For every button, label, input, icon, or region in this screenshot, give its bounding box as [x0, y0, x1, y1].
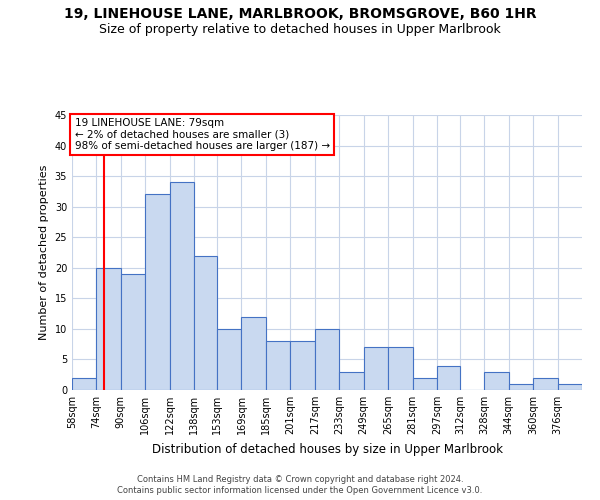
- Bar: [413, 378, 437, 390]
- Bar: [290, 341, 315, 390]
- Text: 19, LINEHOUSE LANE, MARLBROOK, BROMSGROVE, B60 1HR: 19, LINEHOUSE LANE, MARLBROOK, BROMSGROV…: [64, 8, 536, 22]
- Bar: [557, 384, 582, 390]
- Bar: [145, 194, 170, 390]
- Bar: [217, 329, 241, 390]
- Bar: [315, 329, 339, 390]
- Bar: [437, 366, 460, 390]
- Bar: [72, 378, 97, 390]
- Text: 19 LINEHOUSE LANE: 79sqm
← 2% of detached houses are smaller (3)
98% of semi-det: 19 LINEHOUSE LANE: 79sqm ← 2% of detache…: [74, 118, 329, 151]
- Text: Size of property relative to detached houses in Upper Marlbrook: Size of property relative to detached ho…: [99, 22, 501, 36]
- Bar: [364, 347, 388, 390]
- Y-axis label: Number of detached properties: Number of detached properties: [39, 165, 49, 340]
- Text: Contains HM Land Registry data © Crown copyright and database right 2024.: Contains HM Land Registry data © Crown c…: [137, 475, 463, 484]
- Bar: [121, 274, 145, 390]
- Text: Contains public sector information licensed under the Open Government Licence v3: Contains public sector information licen…: [118, 486, 482, 495]
- Bar: [484, 372, 509, 390]
- Bar: [509, 384, 533, 390]
- Bar: [170, 182, 194, 390]
- Bar: [194, 256, 217, 390]
- Bar: [266, 341, 290, 390]
- Bar: [339, 372, 364, 390]
- X-axis label: Distribution of detached houses by size in Upper Marlbrook: Distribution of detached houses by size …: [151, 442, 503, 456]
- Bar: [241, 316, 266, 390]
- Bar: [533, 378, 557, 390]
- Bar: [97, 268, 121, 390]
- Bar: [388, 347, 413, 390]
